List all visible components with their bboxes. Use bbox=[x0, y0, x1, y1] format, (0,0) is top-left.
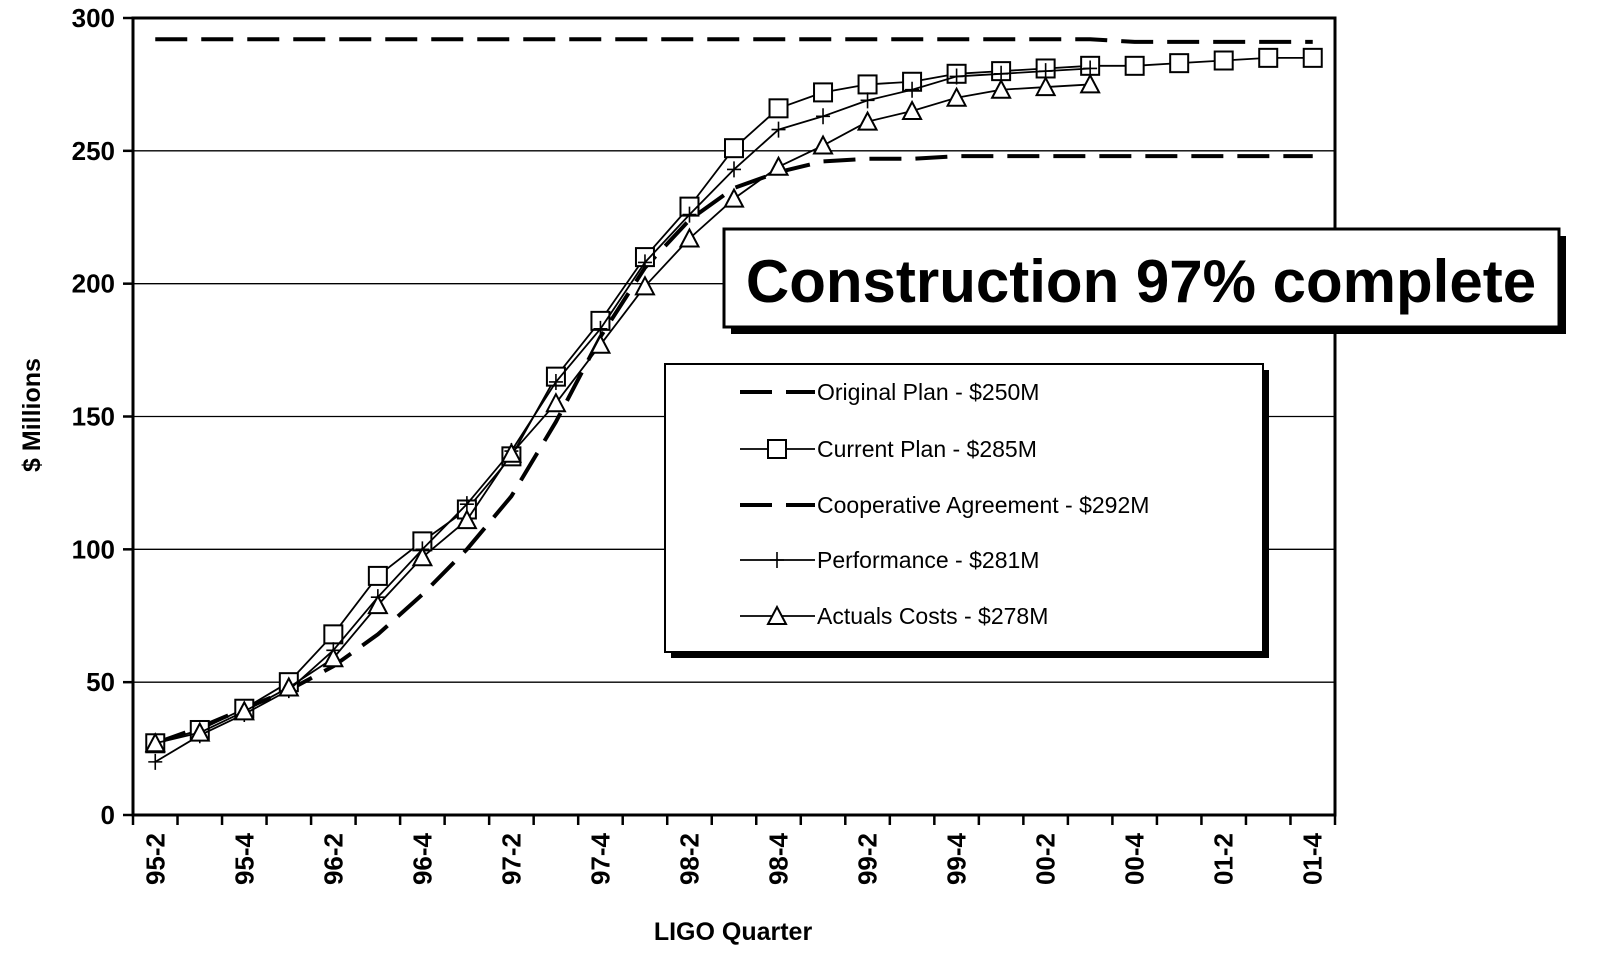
plus-marker bbox=[637, 254, 652, 271]
square-marker bbox=[768, 98, 789, 119]
y-tick-label: 300 bbox=[72, 3, 115, 33]
legend-item-1: Original Plan - $250M bbox=[740, 379, 1039, 405]
y-axis-title: $ Millions bbox=[18, 358, 46, 472]
triangle-marker bbox=[500, 442, 523, 463]
series-layer bbox=[144, 37, 1323, 770]
legend-item-4: Performance - $281M bbox=[740, 547, 1039, 573]
triangle-marker bbox=[144, 732, 166, 753]
square-marker bbox=[857, 74, 878, 95]
legend-box bbox=[664, 363, 1264, 653]
square-marker bbox=[724, 138, 744, 159]
square-marker bbox=[1258, 47, 1279, 68]
triangle-marker bbox=[545, 392, 567, 413]
triangle-marker bbox=[766, 604, 788, 625]
triangle-marker bbox=[1034, 75, 1057, 97]
triangle-marker bbox=[856, 110, 879, 131]
x-tick-label: 00-4 bbox=[1120, 832, 1150, 885]
legend-label: Original Plan - $250M bbox=[817, 379, 1039, 405]
x-tick-label: 95-4 bbox=[229, 832, 259, 885]
series-line bbox=[154, 67, 1091, 763]
x-tick-label: 01-2 bbox=[1209, 833, 1239, 885]
triangle-marker bbox=[367, 593, 389, 615]
triangle-marker bbox=[589, 333, 612, 354]
y-tick-label: 250 bbox=[72, 136, 115, 166]
legend: Original Plan - $250M Current Plan - $285… bbox=[664, 363, 1269, 658]
x-tick-label: 96-4 bbox=[407, 832, 437, 885]
legend-item-3: Cooperative Agreement - $292M bbox=[740, 492, 1149, 518]
triangle-marker bbox=[411, 546, 434, 567]
triangle-marker bbox=[723, 187, 745, 208]
plus-marker bbox=[682, 206, 697, 223]
series-3 bbox=[155, 37, 1313, 44]
triangle-marker bbox=[189, 721, 211, 742]
x-tick-label: 99-4 bbox=[942, 832, 972, 885]
series-line bbox=[155, 37, 1313, 44]
square-marker bbox=[1124, 55, 1145, 76]
completion-callout: Construction 97% complete bbox=[722, 227, 1566, 334]
legend-items: Original Plan - $250M Current Plan - $285… bbox=[740, 379, 1149, 629]
x-tick-label: 95-2 bbox=[140, 833, 170, 885]
triangle-marker bbox=[901, 99, 923, 120]
square-marker bbox=[367, 565, 388, 586]
legend-label: Current Plan - $285M bbox=[817, 436, 1037, 462]
plus-marker bbox=[148, 753, 163, 770]
callout-text: Construction 97% complete bbox=[746, 248, 1536, 315]
plus-marker bbox=[905, 81, 920, 98]
plus-marker bbox=[727, 161, 741, 178]
x-axis-title: LIGO Quarter bbox=[654, 918, 813, 946]
plus-marker bbox=[771, 121, 786, 138]
triangle-marker bbox=[634, 275, 656, 296]
series-line bbox=[154, 154, 1313, 746]
callout-box bbox=[722, 227, 1561, 329]
series-line bbox=[155, 83, 1091, 745]
legend-item-2: Current Plan - $285M bbox=[740, 436, 1037, 462]
triangle-marker bbox=[233, 700, 255, 721]
x-tick-label: 00-2 bbox=[1031, 833, 1061, 885]
x-axis: 95-2 95-4 96-2 96-4 97-2 97-4 98-2 98-4 99-2 99-4… bbox=[131, 815, 1337, 885]
square-marker bbox=[323, 624, 344, 645]
square-marker bbox=[1169, 53, 1190, 74]
square-marker bbox=[1213, 50, 1234, 71]
plus-marker bbox=[816, 108, 831, 125]
y-tick-label: 50 bbox=[86, 667, 115, 697]
series-1 bbox=[154, 154, 1313, 746]
x-tick-label: 96-2 bbox=[318, 833, 348, 885]
y-tick-label: 200 bbox=[72, 269, 115, 299]
series-5 bbox=[144, 73, 1101, 753]
legend-label: Cooperative Agreement - $292M bbox=[817, 492, 1149, 518]
x-tick-label: 98-4 bbox=[764, 832, 794, 885]
square-marker bbox=[1302, 47, 1323, 68]
x-tick-label: 98-2 bbox=[674, 833, 704, 885]
plus-marker bbox=[949, 68, 964, 85]
plus-marker bbox=[548, 373, 563, 390]
triangle-marker bbox=[278, 676, 300, 697]
triangle-marker bbox=[767, 155, 790, 176]
y-axis: 0 50 100 150 200 250 300 bbox=[72, 3, 133, 830]
triangle-marker bbox=[945, 86, 968, 107]
triangle-marker bbox=[812, 134, 834, 155]
x-tick-label: 97-2 bbox=[496, 833, 526, 885]
plus-marker bbox=[860, 92, 875, 109]
y-tick-label: 0 bbox=[101, 800, 115, 830]
triangle-marker bbox=[990, 78, 1012, 99]
legend-label: Performance - $281M bbox=[817, 547, 1039, 573]
y-tick-label: 150 bbox=[72, 402, 115, 432]
legend-label: Actuals Costs - $278M bbox=[817, 603, 1048, 629]
legend-item-5: Actuals Costs - $278M bbox=[740, 603, 1048, 629]
y-tick-label: 100 bbox=[72, 534, 115, 564]
triangle-marker bbox=[456, 508, 478, 530]
triangle-marker bbox=[1079, 73, 1101, 94]
triangle-marker bbox=[322, 647, 344, 668]
x-tick-label: 99-2 bbox=[853, 833, 883, 885]
square-marker bbox=[813, 82, 834, 103]
plus-marker bbox=[770, 552, 784, 568]
square-marker bbox=[767, 439, 787, 459]
x-tick-label: 97-4 bbox=[585, 832, 615, 885]
triangle-marker bbox=[678, 227, 701, 248]
x-tick-label: 01-4 bbox=[1298, 832, 1328, 885]
